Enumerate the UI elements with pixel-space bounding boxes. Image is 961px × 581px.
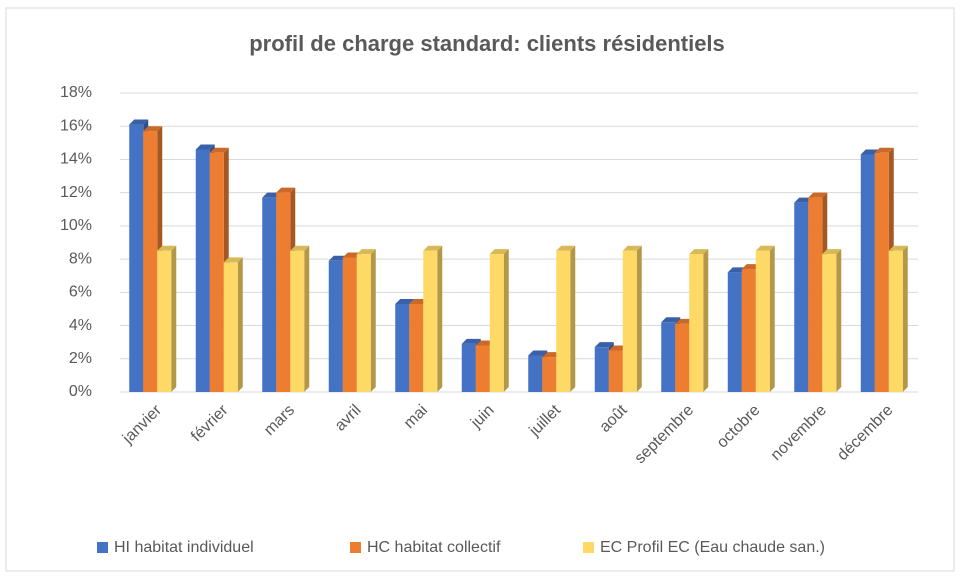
bar xyxy=(143,131,158,392)
bar-top xyxy=(622,245,642,251)
bar xyxy=(290,250,305,392)
bar-top xyxy=(143,126,163,132)
bar-top xyxy=(395,298,415,304)
bar-top xyxy=(888,245,908,251)
bar xyxy=(755,250,770,392)
y-tick-label: 12% xyxy=(60,184,92,201)
bar-side xyxy=(304,245,310,392)
bar-top xyxy=(755,245,775,251)
bar xyxy=(223,262,238,392)
bar xyxy=(594,347,609,392)
bar xyxy=(675,323,690,392)
y-tick-label: 8% xyxy=(69,250,92,267)
legend-label: EC Profil EC (Eau chaude san.) xyxy=(600,539,825,556)
bar xyxy=(489,254,504,392)
bar xyxy=(556,250,571,392)
bar xyxy=(395,303,410,392)
chart-title: profil de charge standard: clients résid… xyxy=(249,31,725,56)
bar-side xyxy=(237,257,243,392)
bar xyxy=(808,197,823,392)
bar-top xyxy=(276,187,296,193)
bar xyxy=(328,260,343,392)
bar xyxy=(262,197,277,392)
bar xyxy=(528,355,543,392)
legend-swatch xyxy=(350,542,361,553)
bar xyxy=(342,257,357,392)
y-tick-label: 18% xyxy=(60,84,92,101)
y-tick-label: 16% xyxy=(60,117,92,134)
bar xyxy=(129,124,144,393)
bar xyxy=(608,350,623,392)
bar-top xyxy=(594,342,614,348)
y-tick-label: 6% xyxy=(69,284,92,301)
bar-top xyxy=(874,147,894,153)
bar-top xyxy=(489,249,509,255)
bar xyxy=(860,154,875,392)
bar-top xyxy=(689,249,709,255)
bar-top xyxy=(223,257,243,263)
bar xyxy=(461,343,476,392)
bar-side xyxy=(703,249,709,392)
bar-top xyxy=(209,147,229,153)
bar-side xyxy=(370,249,376,392)
legend-swatch xyxy=(97,542,108,553)
bar xyxy=(727,272,742,392)
bar xyxy=(542,357,557,392)
bar-top xyxy=(356,249,376,255)
legend-label: HI habitat individuel xyxy=(114,539,254,556)
bar xyxy=(475,345,490,392)
bar xyxy=(423,250,438,392)
bar xyxy=(409,303,424,392)
bar-side xyxy=(836,249,842,392)
bar xyxy=(874,152,889,392)
bar-top xyxy=(528,350,548,356)
bar xyxy=(661,322,676,392)
y-tick-label: 0% xyxy=(69,383,92,400)
bar-side xyxy=(769,245,775,392)
bar xyxy=(622,250,637,392)
bar xyxy=(356,254,371,392)
legend-swatch xyxy=(583,542,594,553)
bar-top xyxy=(461,338,481,344)
bar xyxy=(741,269,756,392)
bar xyxy=(195,149,210,392)
y-tick-label: 4% xyxy=(69,317,92,334)
bar-side xyxy=(437,245,443,392)
y-tick-label: 14% xyxy=(60,151,92,168)
legend-label: HC habitat collectif xyxy=(367,539,501,556)
bar-top xyxy=(556,245,576,251)
bar xyxy=(689,254,704,392)
bar xyxy=(276,192,291,392)
bar xyxy=(822,254,837,392)
bar xyxy=(157,250,172,392)
bar-top xyxy=(822,249,842,255)
bar-top xyxy=(129,119,149,125)
bar-top xyxy=(157,245,177,251)
bar-side xyxy=(171,245,177,392)
bar-side xyxy=(636,245,642,392)
bar-top xyxy=(661,317,681,323)
y-tick-label: 10% xyxy=(60,217,92,234)
y-tick-label: 2% xyxy=(69,350,92,367)
bar-side xyxy=(570,245,576,392)
bar-side xyxy=(902,245,908,392)
bar xyxy=(888,250,903,392)
bar-top xyxy=(290,245,310,251)
bar-top xyxy=(808,192,828,198)
bar xyxy=(209,152,224,392)
bar-top xyxy=(423,245,443,251)
bar-top xyxy=(195,144,215,150)
bar xyxy=(794,202,809,392)
bar-side xyxy=(503,249,509,392)
